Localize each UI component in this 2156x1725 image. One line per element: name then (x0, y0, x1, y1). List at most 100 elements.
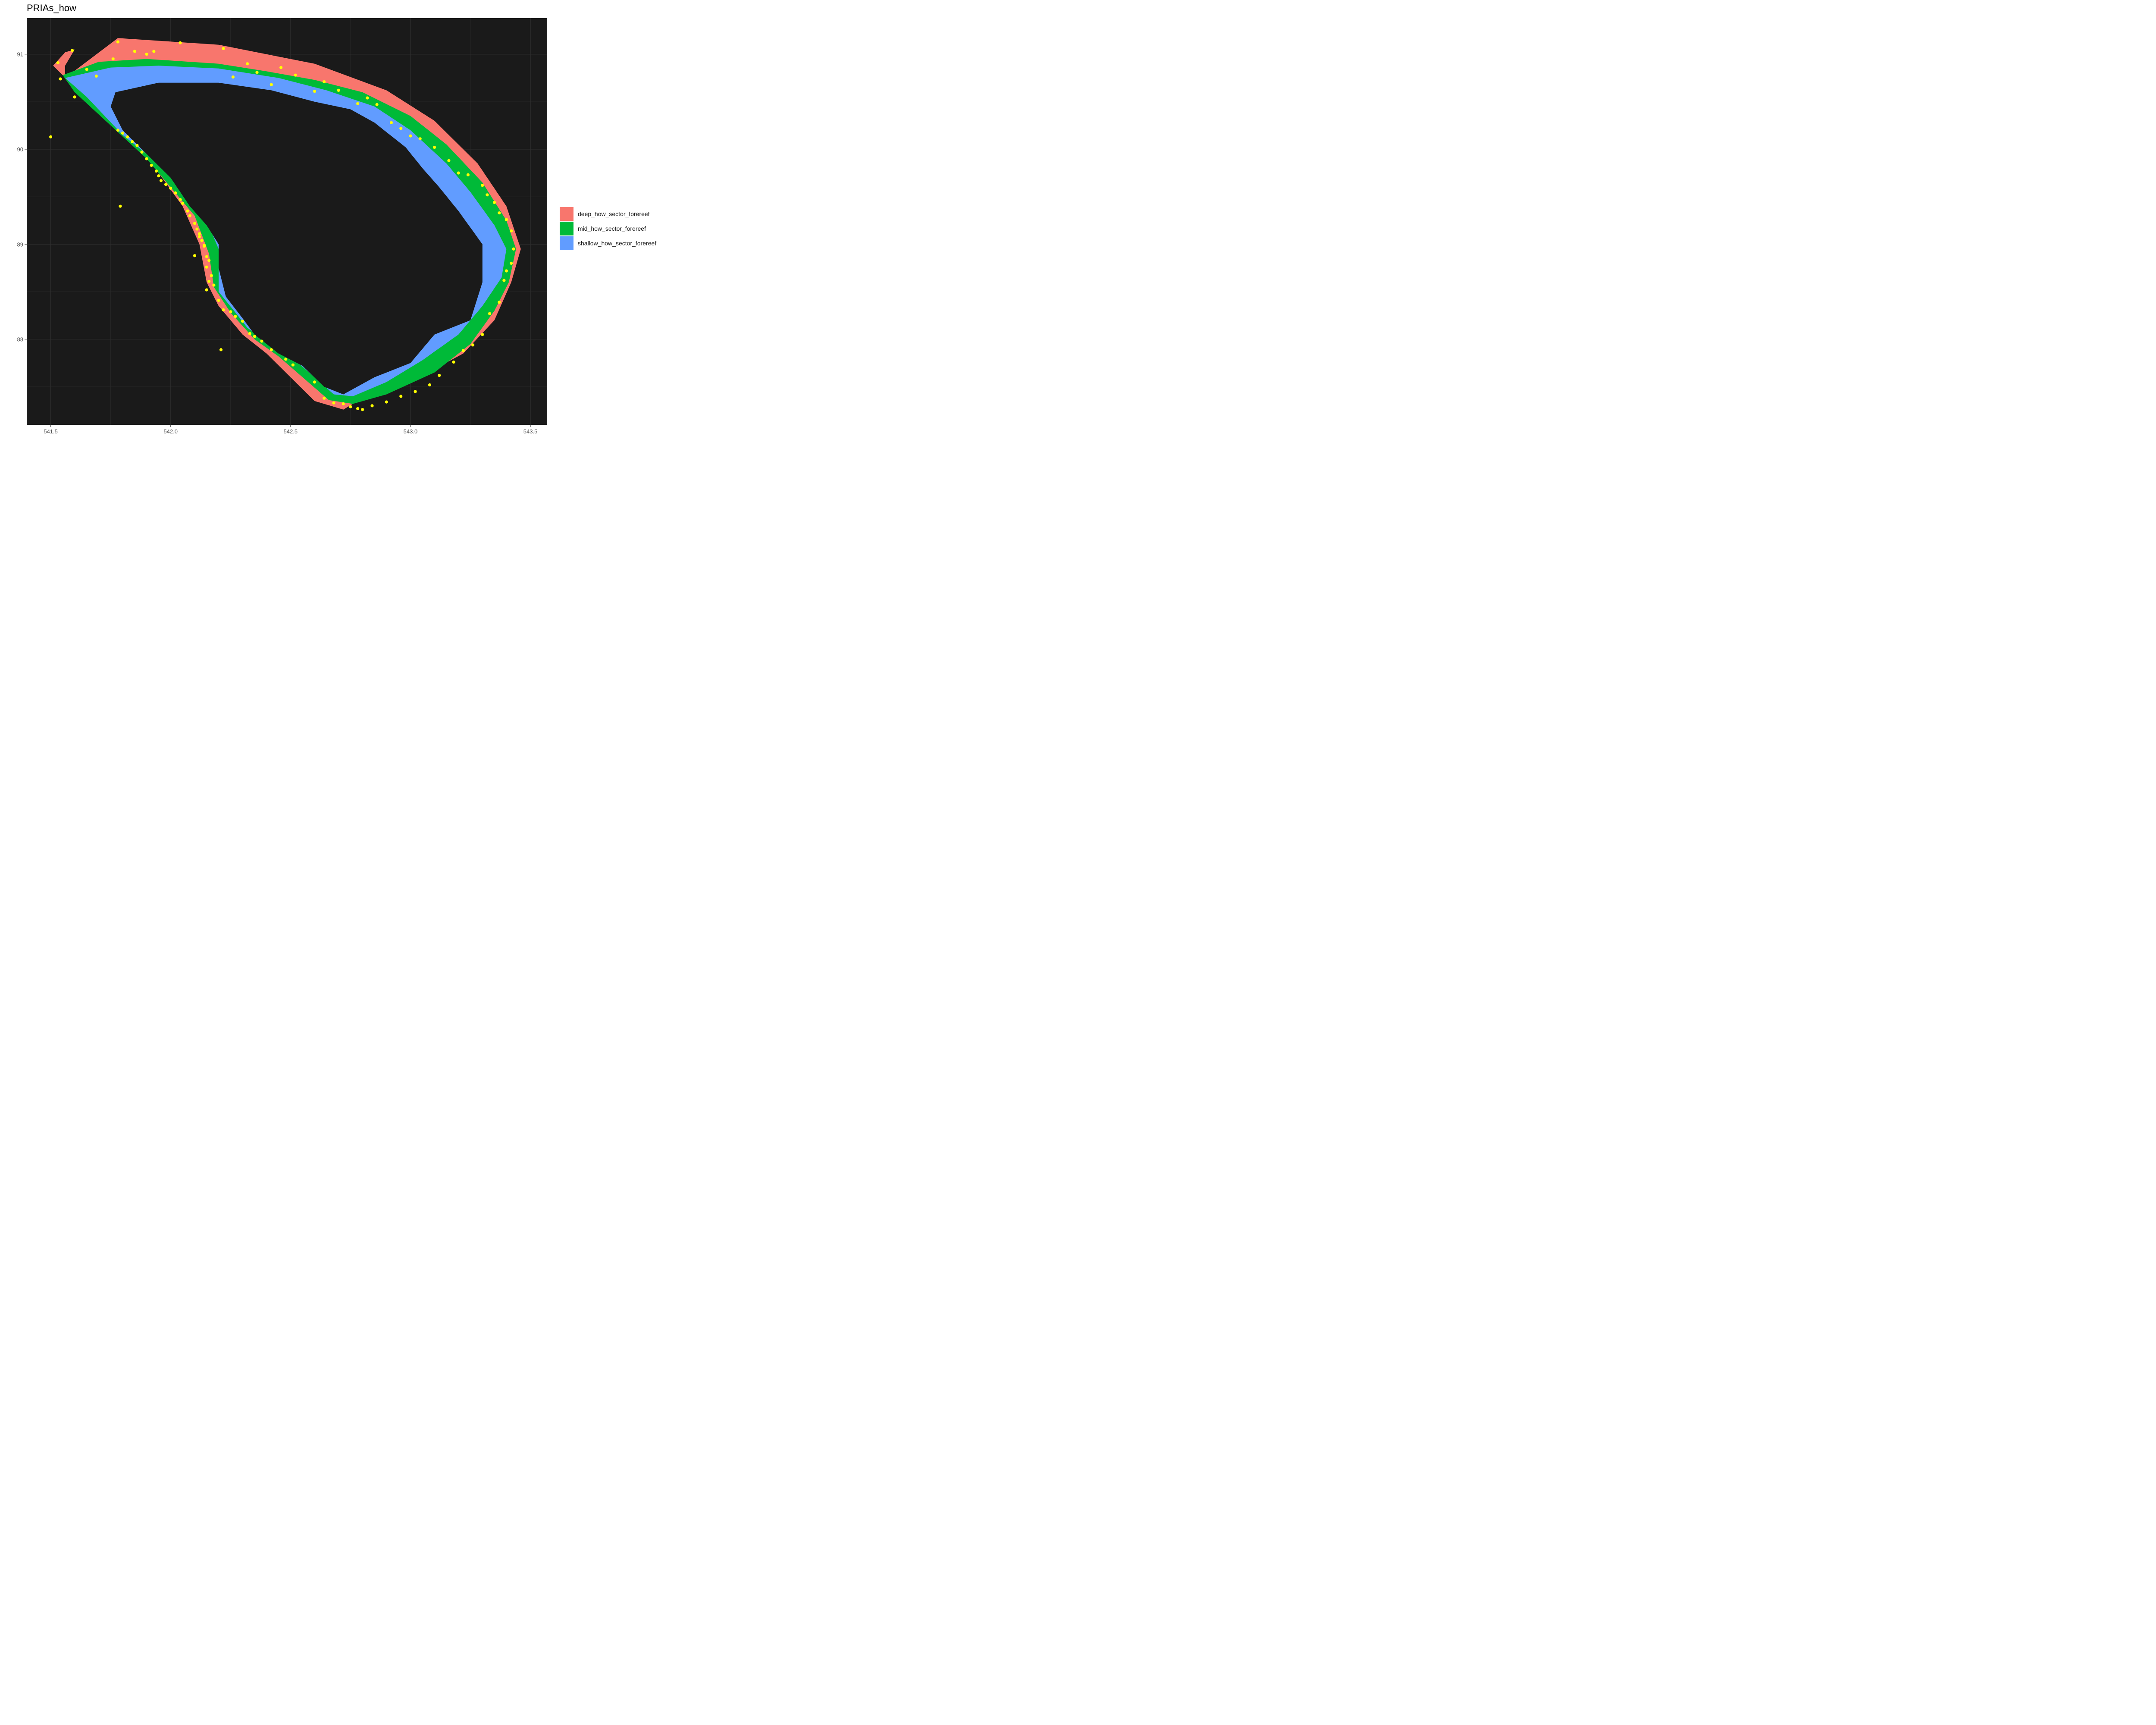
survey-point (512, 247, 515, 251)
legend-label-shallow: shallow_how_sector_forereef (578, 240, 657, 247)
survey-point (234, 315, 237, 318)
survey-point (150, 163, 153, 167)
survey-point (207, 259, 211, 262)
x-tick-label: 543.0 (404, 428, 418, 435)
x-tick-label: 543.5 (523, 428, 538, 435)
survey-point (179, 41, 182, 44)
survey-point (241, 320, 244, 323)
survey-point (222, 308, 225, 312)
survey-point (471, 343, 475, 347)
survey-point (510, 229, 513, 233)
survey-point (207, 279, 211, 283)
survey-point (502, 279, 506, 282)
survey-point (154, 169, 158, 173)
survey-point (116, 40, 119, 44)
survey-point (433, 146, 436, 149)
survey-point (255, 71, 259, 74)
survey-point (452, 361, 455, 364)
survey-point (73, 95, 76, 99)
survey-point (205, 288, 208, 292)
survey-point (375, 103, 379, 107)
survey-point (488, 312, 492, 315)
survey-point (291, 363, 295, 367)
survey-point (85, 68, 88, 71)
y-tick-label: 90 (17, 146, 23, 153)
survey-point (466, 173, 470, 177)
survey-point (140, 151, 144, 154)
survey-point (193, 254, 196, 257)
survey-point (323, 396, 326, 400)
survey-point (229, 310, 232, 314)
survey-point (385, 400, 388, 404)
survey-point (399, 127, 403, 130)
survey-point (197, 235, 201, 238)
legend-label-deep: deep_how_sector_forereef (578, 210, 650, 217)
survey-point (59, 77, 62, 81)
survey-point (370, 404, 374, 408)
survey-point (409, 134, 412, 138)
survey-point (188, 214, 191, 217)
survey-point (457, 171, 460, 175)
y-tick-label: 89 (17, 241, 23, 248)
y-tick-label: 91 (17, 51, 23, 58)
survey-point (481, 184, 484, 187)
survey-point (505, 218, 508, 221)
survey-point (418, 137, 422, 141)
survey-point (248, 332, 251, 336)
survey-point (481, 333, 484, 336)
survey-points (49, 40, 515, 411)
survey-point (246, 62, 249, 66)
survey-point (152, 50, 156, 53)
survey-point (447, 159, 451, 163)
survey-point (510, 261, 513, 265)
survey-point (169, 186, 172, 190)
legend-item-mid: mid_how_sector_forereef (560, 222, 656, 235)
legend-swatch-shallow (560, 236, 573, 250)
legend-label-mid: mid_how_sector_forereef (578, 225, 646, 232)
survey-point (212, 283, 216, 287)
survey-point (217, 298, 220, 302)
y-tick-label: 88 (17, 336, 23, 343)
survey-point (498, 301, 501, 304)
survey-point (294, 73, 297, 77)
survey-point (486, 193, 489, 197)
survey-point (119, 204, 122, 208)
survey-point (159, 179, 163, 182)
survey-point (174, 191, 177, 194)
survey-point (131, 140, 134, 143)
axes: 541.5 542.0 542.5 543.0 543.5 88 89 90 91 (17, 51, 538, 435)
survey-point (323, 80, 326, 84)
survey-point (205, 255, 208, 258)
survey-point (366, 96, 369, 100)
survey-point (133, 50, 136, 53)
raster-layers (53, 38, 521, 410)
survey-point (210, 274, 213, 277)
survey-point (313, 380, 317, 384)
survey-point (342, 402, 345, 406)
survey-point (71, 49, 74, 52)
survey-point (219, 348, 223, 351)
x-tick-label: 541.5 (44, 428, 58, 435)
survey-point (157, 174, 160, 178)
survey-point (493, 201, 496, 204)
survey-point (361, 408, 364, 411)
survey-point (332, 401, 335, 405)
survey-point (428, 383, 432, 387)
survey-point (356, 407, 360, 411)
survey-point (193, 222, 196, 225)
survey-point (389, 121, 393, 124)
x-tick-label: 542.0 (163, 428, 178, 435)
survey-point (111, 57, 115, 61)
survey-point (200, 239, 204, 242)
legend-swatch-deep (560, 207, 573, 221)
legend-swatch-mid (560, 222, 573, 235)
survey-point (222, 47, 225, 50)
survey-point (337, 88, 340, 92)
survey-point (438, 373, 441, 377)
survey-point (349, 405, 352, 408)
survey-point (270, 83, 273, 86)
survey-point (498, 211, 501, 215)
survey-point (203, 244, 206, 247)
survey-point (94, 74, 98, 78)
survey-point (253, 335, 257, 338)
